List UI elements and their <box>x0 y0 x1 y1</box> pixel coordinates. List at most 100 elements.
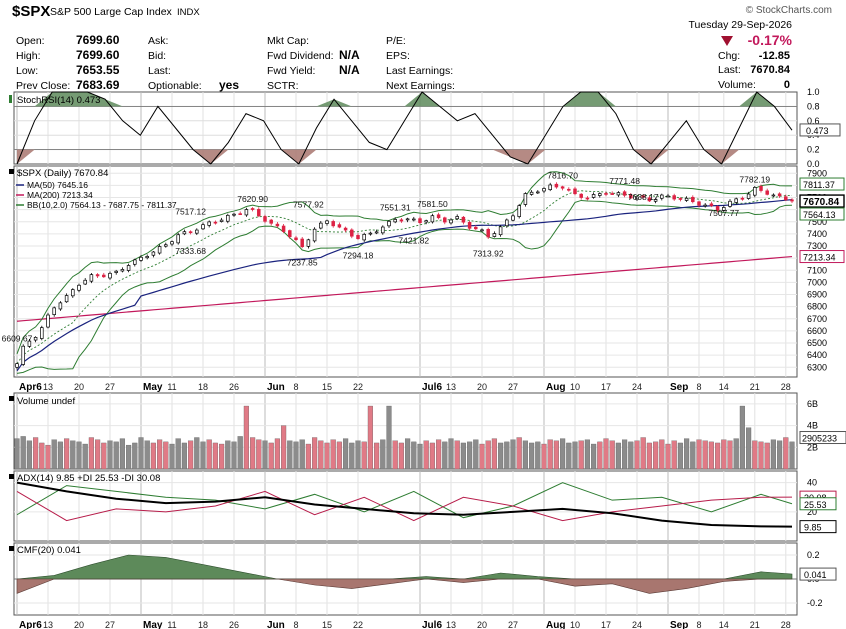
volume-bar <box>764 442 770 470</box>
volume-bar <box>783 437 789 470</box>
candle-body <box>436 214 441 219</box>
volume-bar <box>423 440 429 470</box>
quote-date: Tuesday 29-Sep-2026 <box>688 19 792 31</box>
prevclose-label: Prev Close: <box>16 80 70 92</box>
x-tick-label: 17 <box>601 382 611 392</box>
price-badge-text: 7670.84 <box>803 197 840 208</box>
optionable-value: yes <box>219 78 239 92</box>
price-legend-entry: MA(50) 7645.16 <box>27 180 88 190</box>
candle-body <box>591 194 596 198</box>
candle-body <box>542 188 546 192</box>
volume-bar <box>64 438 70 470</box>
candle-body <box>226 214 230 222</box>
x-tick-label-bottom: 10 <box>570 620 580 629</box>
candle-body <box>232 213 236 216</box>
candle-body <box>684 197 689 201</box>
volume-bar <box>231 441 237 470</box>
volume-bar <box>14 438 20 470</box>
volume-bar <box>119 438 125 470</box>
price-title: $SPX (Daily) 7670.84 <box>17 168 108 179</box>
x-tick-label: 10 <box>570 382 580 392</box>
price-y-tick: 6900 <box>807 290 827 300</box>
volume-bar <box>739 405 745 470</box>
volume-bar <box>622 439 628 470</box>
candle-body <box>126 265 131 271</box>
plus-di-line <box>16 482 793 519</box>
x-tick-label-bottom: 11 <box>167 620 176 629</box>
low-value: 7653.55 <box>76 63 120 77</box>
candle-body <box>275 223 280 227</box>
volume-bar <box>88 437 94 470</box>
fwdyield-label: Fwd Yield: <box>267 65 315 77</box>
nextearnings-label: Next Earnings: <box>386 80 455 92</box>
candle-body <box>306 239 311 247</box>
volume-bar <box>212 442 218 470</box>
price-badge-text: 7564.13 <box>803 210 836 220</box>
volume-bar <box>101 442 107 470</box>
x-tick-label: 24 <box>632 382 642 392</box>
price-annotation: 7294.18 <box>343 251 374 261</box>
volume-bar <box>665 443 671 470</box>
candle-body <box>424 220 428 223</box>
candle-body <box>722 207 726 211</box>
volume-bar <box>634 440 640 470</box>
cmf-badge <box>799 567 837 581</box>
fwdyield-value: N/A <box>339 63 360 77</box>
candle-body <box>381 226 385 234</box>
volume-bar <box>553 440 559 470</box>
price-legend-entry: BB(10,2.0) 7564.13 - 7687.75 - 7811.37 <box>27 200 177 210</box>
candle-body <box>771 194 776 197</box>
candle-body <box>102 274 106 278</box>
panel-frames <box>13 91 798 616</box>
ask-label: Ask: <box>148 35 168 47</box>
volume-bar <box>479 443 485 470</box>
volume-bar <box>429 442 435 470</box>
fwddiv-label: Fwd Dividend: <box>267 50 334 62</box>
candle-body <box>319 222 323 229</box>
candle-body <box>728 200 732 207</box>
candle-body <box>325 220 329 224</box>
price-annotation: 6609.67 <box>2 334 33 344</box>
volume-bar <box>305 443 311 470</box>
candle-body <box>52 307 56 315</box>
price-y-tick: 7900 <box>807 168 827 178</box>
candle-body <box>356 235 360 240</box>
adx-legend-swatch <box>9 474 14 479</box>
volume-bar <box>398 442 404 470</box>
candle-body <box>467 222 472 229</box>
x-tick-label-bottom: Jun <box>267 620 285 629</box>
volume-bar <box>746 427 752 470</box>
price-badge <box>799 250 845 264</box>
candle-body <box>89 274 94 282</box>
volume-bar <box>336 441 342 470</box>
candle-body <box>269 219 273 224</box>
volume-bar <box>715 442 721 470</box>
price-annotation: 7421.82 <box>398 235 429 245</box>
candle-body <box>777 193 782 197</box>
volume-bar <box>640 437 646 470</box>
volume-bar <box>355 440 361 470</box>
candle-body <box>46 314 50 328</box>
candle-body <box>418 218 422 224</box>
price-y-tick: 6300 <box>807 362 827 372</box>
candle-body <box>666 195 670 198</box>
stochrsi-badge-text: 0.473 <box>806 126 829 136</box>
price-y-tick: 7300 <box>807 241 827 251</box>
price-y-tick: 7100 <box>807 265 827 275</box>
price-annotation: 7782.19 <box>739 175 770 185</box>
cmf-positive-area <box>16 554 793 580</box>
candle-body <box>337 224 342 228</box>
candle-body <box>244 209 249 216</box>
candle-body <box>83 279 87 285</box>
candle-body <box>672 195 676 200</box>
candle-body <box>598 193 602 196</box>
volume-bar <box>417 443 423 470</box>
candle-body <box>170 241 174 245</box>
candle-body <box>257 209 261 217</box>
candle-body <box>604 193 608 195</box>
candle-body <box>480 229 484 232</box>
x-tick-label-bottom: 18 <box>198 620 208 629</box>
volume-bar <box>175 438 181 470</box>
x-tick-label-bottom: Sep <box>670 620 688 629</box>
price-annotation: 7581.50 <box>417 199 448 209</box>
